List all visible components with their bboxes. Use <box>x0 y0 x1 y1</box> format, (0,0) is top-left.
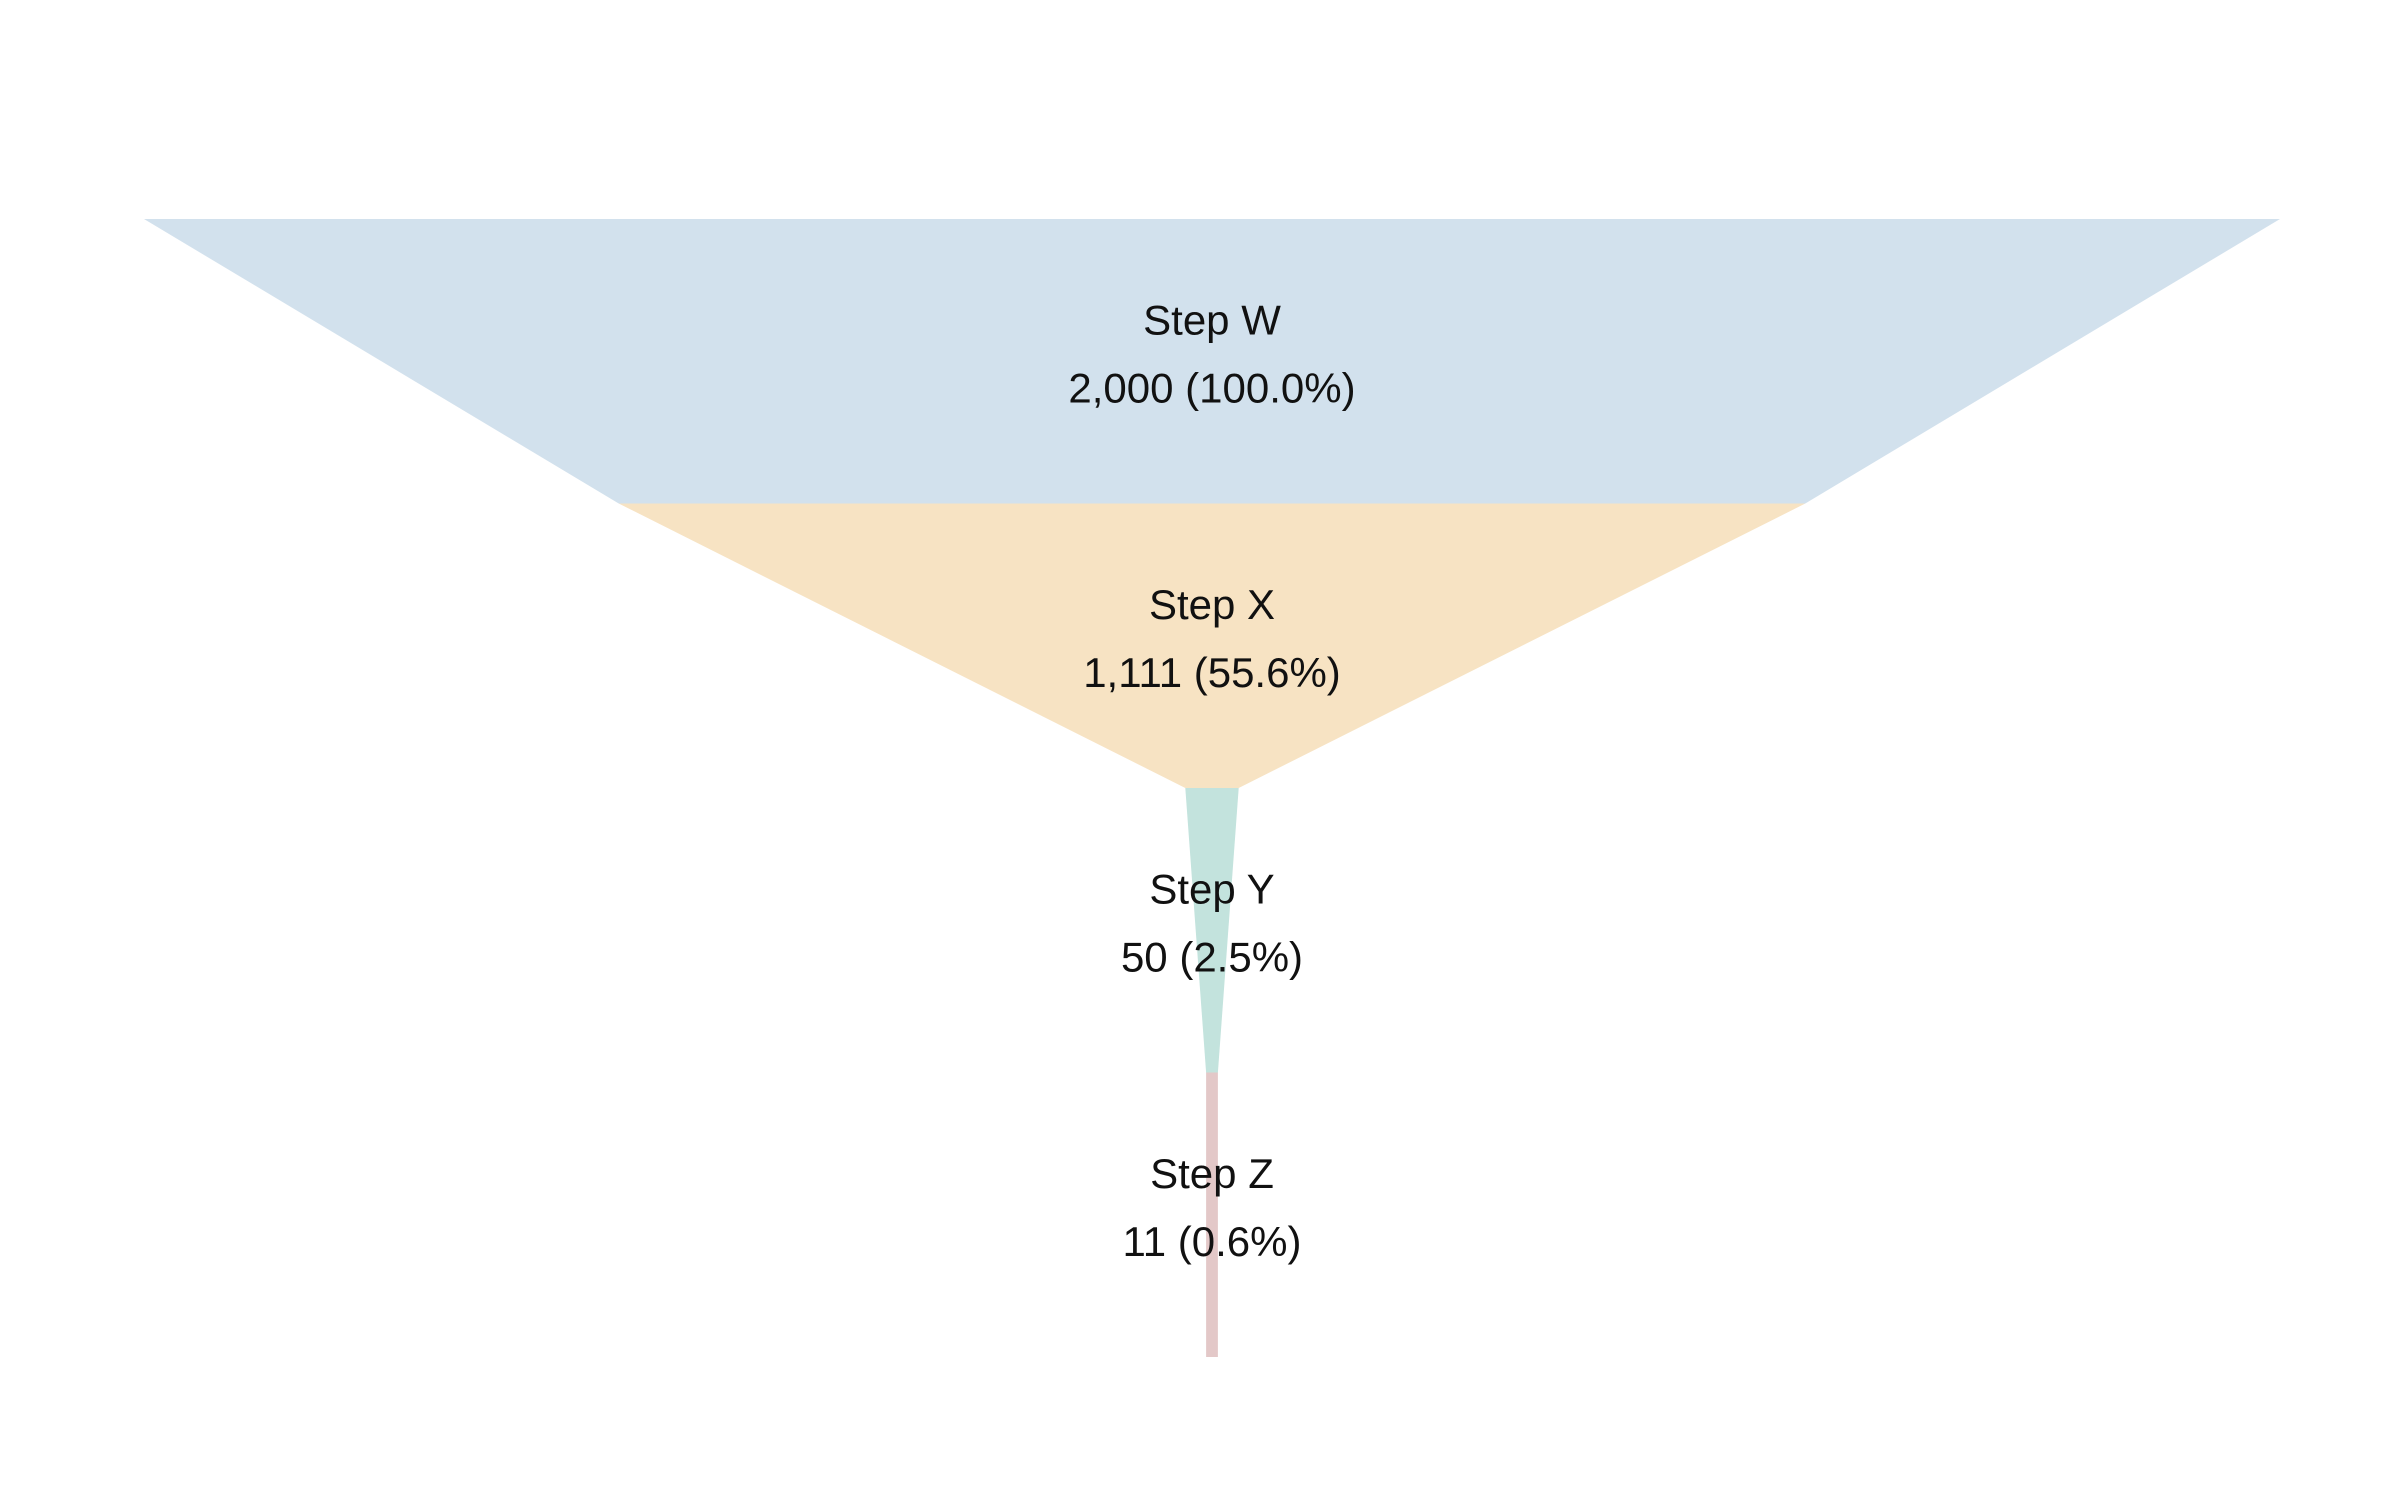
stage-value-label: 50 (2.5%) <box>1121 933 1303 980</box>
stage-value-label: 2,000 (100.0%) <box>1068 364 1355 411</box>
stage-label: Step Y <box>1149 865 1274 912</box>
stage-value-label: 11 (0.6%) <box>1123 1218 1302 1265</box>
funnel-segments <box>144 219 2280 1357</box>
funnel-segment-step-z <box>1206 1072 1218 1357</box>
funnel-segment-step-x <box>618 503 1806 788</box>
stage-label: Step W <box>1143 296 1281 343</box>
funnel-segment-step-w <box>144 219 2280 504</box>
funnel-labels: Step W 2,000 (100.0%) Step X 1,111 (55.6%) S… <box>1068 296 1355 1265</box>
stage-value-label: 1,111 (55.6%) <box>1083 649 1341 696</box>
funnel-segment-step-y <box>1185 788 1239 1073</box>
stage-label: Step X <box>1149 581 1275 628</box>
stage-label: Step Z <box>1150 1150 1274 1197</box>
